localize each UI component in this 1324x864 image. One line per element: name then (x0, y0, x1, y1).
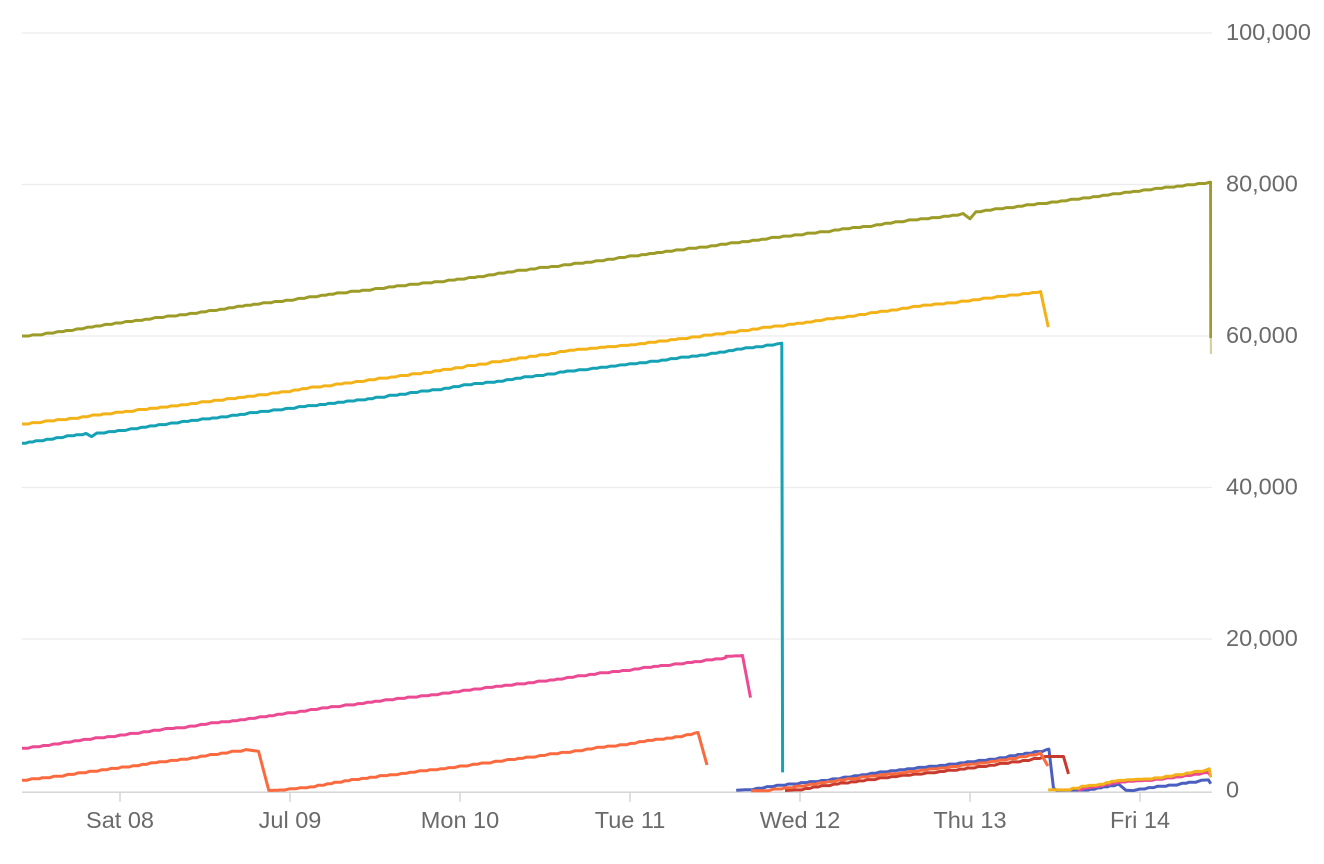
svg-text:20,000: 20,000 (1226, 625, 1298, 651)
svg-text:Thu 13: Thu 13 (933, 807, 1006, 833)
svg-text:100,000: 100,000 (1226, 19, 1311, 45)
svg-text:Tue 11: Tue 11 (595, 807, 666, 833)
svg-text:80,000: 80,000 (1226, 170, 1298, 196)
svg-text:Jul 09: Jul 09 (259, 807, 322, 833)
svg-text:40,000: 40,000 (1226, 473, 1298, 499)
svg-text:0: 0 (1226, 776, 1239, 802)
svg-text:Fri 14: Fri 14 (1110, 807, 1170, 833)
svg-text:60,000: 60,000 (1226, 322, 1298, 348)
svg-text:Wed 12: Wed 12 (760, 807, 841, 833)
svg-text:Mon 10: Mon 10 (421, 807, 499, 833)
svg-text:Sat 08: Sat 08 (86, 807, 154, 833)
